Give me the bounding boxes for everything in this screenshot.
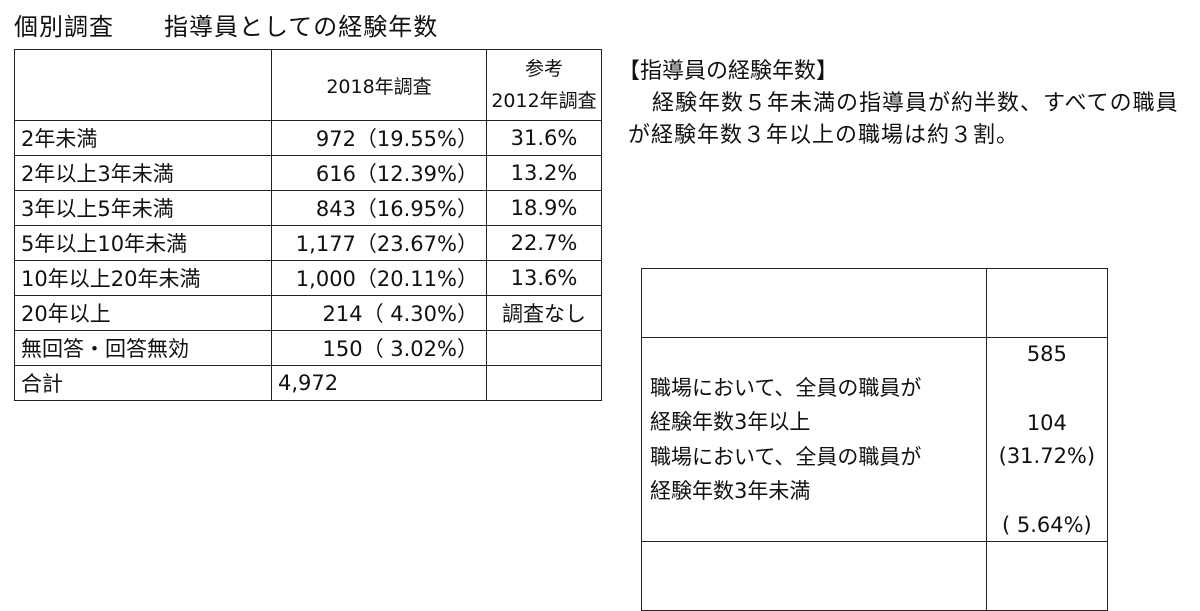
row-label: 20年以上 <box>14 295 272 331</box>
table-header-row: 2018年調査 参考 2012年調査 <box>14 49 602 121</box>
row-value-2018: 972（19.55%） <box>271 120 487 156</box>
row-value-2012: 13.6% <box>486 260 602 296</box>
experience-table: 2018年調査 参考 2012年調査 2年未満 972（19.55%） 31.6… <box>14 49 602 401</box>
header-empty-cell <box>14 49 272 121</box>
page-title: 個別調査 指導員としての経験年数 <box>14 13 439 41</box>
row-label: 2年未満 <box>14 120 272 156</box>
side-value-count: 104 <box>1026 411 1067 435</box>
header-2012: 参考 2012年調査 <box>486 49 602 121</box>
side-value: 104 ( 5.64%) <box>985 337 1109 611</box>
row-value-2012 <box>486 365 602 401</box>
table-row: 10年以上20年未満 1,000（20.11%） 13.6% <box>14 260 602 296</box>
table-row: 2年以上3年未満 616（12.39%） 13.2% <box>14 155 602 191</box>
table-row: 5年以上10年未満 1,177（23.67%） 22.7% <box>14 225 602 261</box>
side-label-line1: 職場において、全員の職員が <box>650 445 922 469</box>
row-value-2018: 150（ 3.02%） <box>271 330 487 366</box>
header-2018: 2018年調査 <box>271 49 487 121</box>
side-value-percent: ( 5.64%) <box>1001 513 1092 537</box>
row-value-2018: 214（ 4.30%） <box>271 295 487 331</box>
header-2012-line1: 参考 <box>524 58 563 80</box>
row-label: 無回答・回答無効 <box>14 330 272 366</box>
row-value-2018: 843（16.95%） <box>271 190 487 226</box>
row-value-2012 <box>486 330 602 366</box>
side-table-under3: 職場において、全員の職員が 経験年数3年未満 104 ( 5.64%) <box>641 337 1109 611</box>
row-label: 5年以上10年未満 <box>14 225 272 261</box>
row-value-2012: 31.6% <box>486 120 602 156</box>
row-value-2018: 1,177（23.67%） <box>271 225 487 261</box>
summary-text: 経験年数５年未満の指導員が約半数、すべての職員が経験年数３年以上の職場は約３割。 <box>628 91 1179 148</box>
row-label: 2年以上3年未満 <box>14 155 272 191</box>
row-label: 合計 <box>14 365 272 401</box>
row-value-2012: 調査なし <box>486 295 602 331</box>
row-label: 10年以上20年未満 <box>14 260 272 296</box>
table-row: 職場において、全員の職員が 経験年数3年未満 104 ( 5.64%) <box>641 337 1109 611</box>
table-row: 3年以上5年未満 843（16.95%） 18.9% <box>14 190 602 226</box>
table-row: 2年未満 972（19.55%） 31.6% <box>14 120 602 156</box>
summary-heading: 【指導員の経験年数】 <box>618 59 839 84</box>
row-value-2012: 18.9% <box>486 190 602 226</box>
table-total-row: 合計 4,972 <box>14 365 602 401</box>
side-label: 職場において、全員の職員が 経験年数3年未満 <box>641 337 987 611</box>
row-value-2018: 1,000（20.11%） <box>271 260 487 296</box>
row-value-2012: 13.2% <box>486 155 602 191</box>
row-value-2018: 4,972 <box>271 365 487 401</box>
row-label: 3年以上5年未満 <box>14 190 272 226</box>
row-value-2012: 22.7% <box>486 225 602 261</box>
header-2012-line2: 2012年調査 <box>491 90 597 112</box>
side-label-line2: 経験年数3年未満 <box>650 479 811 503</box>
row-value-2018: 616（12.39%） <box>271 155 487 191</box>
table-row: 無回答・回答無効 150（ 3.02%） <box>14 330 602 366</box>
table-row: 20年以上 214（ 4.30%） 調査なし <box>14 295 602 331</box>
